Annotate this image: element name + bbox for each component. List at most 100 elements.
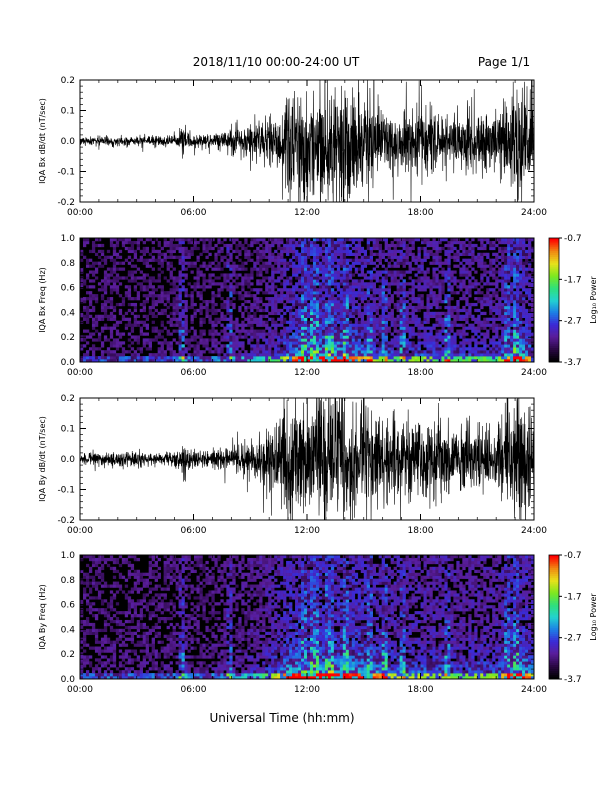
spectrogram-cell: [378, 243, 382, 248]
spectrogram-cell: [510, 323, 514, 327]
spectrogram-cell: [283, 273, 287, 277]
spectrogram-cell: [211, 300, 215, 304]
spectrogram-cell: [223, 332, 227, 336]
spectrogram-cell: [142, 308, 147, 313]
spectrogram-cell: [106, 282, 111, 286]
spectrogram-cell: [513, 350, 517, 354]
spectrogram-cell: [271, 273, 275, 277]
spectrogram-cell: [130, 273, 135, 277]
spectrogram-cell: [504, 359, 508, 363]
spectrogram-cell: [471, 353, 475, 357]
spectrogram-cell: [220, 267, 224, 271]
spectrogram-cell: [420, 305, 424, 310]
spectrogram-cell: [214, 359, 218, 363]
spectrogram-cell: [369, 276, 374, 280]
spectrogram-cell: [510, 350, 514, 354]
spectrogram-cell: [238, 308, 242, 313]
spectrogram-cell: [97, 347, 102, 351]
spectrogram-cell: [495, 255, 499, 259]
spectrogram-cell: [519, 359, 523, 363]
spectrogram-cell: [396, 300, 400, 304]
spectrogram-cell: [115, 356, 120, 360]
spectrogram-cell: [357, 329, 362, 333]
spectrogram-cell: [244, 276, 248, 280]
spectrogram-cell: [504, 255, 508, 259]
spectrogram-cell: [402, 311, 406, 316]
spectrogram-cell: [369, 238, 374, 242]
spectrogram-cell: [336, 249, 341, 254]
spectrogram-cell: [318, 341, 323, 345]
spectrogram-cell: [208, 246, 212, 251]
spectrogram-cell: [262, 240, 266, 245]
spectrogram-cell: [354, 359, 359, 363]
spectrogram-cell: [286, 243, 290, 248]
spectrogram-cell: [366, 323, 371, 327]
spectrogram-cell: [247, 356, 251, 360]
spectrogram-cell: [295, 338, 299, 342]
spectrogram-cell: [130, 249, 135, 254]
spectrogram-cell: [220, 288, 224, 292]
spectrogram-cell: [268, 238, 272, 242]
spectrogram-cell: [510, 294, 514, 298]
spectrogram-cell: [244, 246, 248, 251]
colorbar-segment: [549, 273, 559, 276]
spectrogram-cell: [235, 320, 239, 324]
spectrogram-cell: [330, 264, 335, 268]
spectrogram-cell: [486, 270, 490, 274]
spectrogram-cell: [375, 332, 379, 336]
y-tick-label: 0.2: [61, 76, 75, 86]
spectrogram-cell: [501, 240, 505, 245]
spectrogram-cell: [513, 356, 517, 360]
colorbar-segment: [549, 328, 559, 332]
spectrogram-cell: [501, 258, 505, 262]
spectrogram-cell: [390, 282, 394, 286]
spectrogram-cell: [312, 323, 317, 327]
spectrogram-cell: [312, 264, 317, 268]
spectrogram-cell: [333, 338, 338, 342]
spectrogram-cell: [375, 359, 379, 363]
spectrogram-cell: [229, 288, 233, 292]
spectrogram-cell: [295, 267, 299, 271]
spectrogram-cell: [324, 238, 329, 242]
spectrogram-cell: [112, 252, 117, 257]
colorbar-segment: [549, 316, 559, 319]
spectrogram-cell: [501, 353, 505, 357]
spectrogram-cell: [163, 359, 167, 363]
spectrogram-cell: [106, 249, 111, 254]
spectrogram-cell: [426, 300, 430, 304]
spectrogram-cell: [232, 270, 236, 274]
spectrogram-cell: [402, 270, 406, 274]
spectrogram-cell: [516, 326, 520, 330]
spectrogram-cell: [265, 344, 269, 348]
spectrogram-cell: [468, 273, 472, 277]
spectrogram-cell: [247, 311, 251, 316]
spectrogram-cell: [408, 317, 412, 321]
spectrogram-cell: [327, 261, 332, 265]
spectrogram-cell: [85, 297, 90, 301]
spectrogram-cell: [94, 320, 99, 324]
spectrogram-cell: [190, 249, 194, 254]
spectrogram-cell: [519, 341, 523, 345]
spectrogram-cell: [480, 347, 484, 351]
spectrogram-cell: [327, 258, 332, 262]
spectrogram-cell: [381, 249, 385, 254]
spectrogram-cell: [495, 276, 499, 280]
spectrogram-cell: [229, 258, 233, 262]
spectrogram-cell: [456, 300, 460, 304]
spectrogram-cell: [399, 305, 403, 310]
spectrogram-cell: [292, 344, 296, 348]
spectrogram-cell: [360, 297, 365, 301]
spectrogram-cell: [139, 302, 144, 307]
spectrogram-cell: [208, 300, 212, 304]
spectrogram-cell: [360, 238, 365, 242]
spectrogram-cell: [363, 294, 368, 298]
spectrogram-cell: [118, 282, 123, 286]
spectrogram-cell: [480, 279, 484, 283]
spectrogram-cell: [405, 329, 409, 333]
spectrogram-cell: [315, 332, 320, 336]
spectrogram-cell: [109, 314, 114, 319]
spectrogram-cell: [301, 350, 305, 354]
spectrogram-cell: [531, 317, 535, 321]
spectrogram-cell: [423, 356, 427, 360]
spectrogram-cell: [178, 288, 182, 292]
